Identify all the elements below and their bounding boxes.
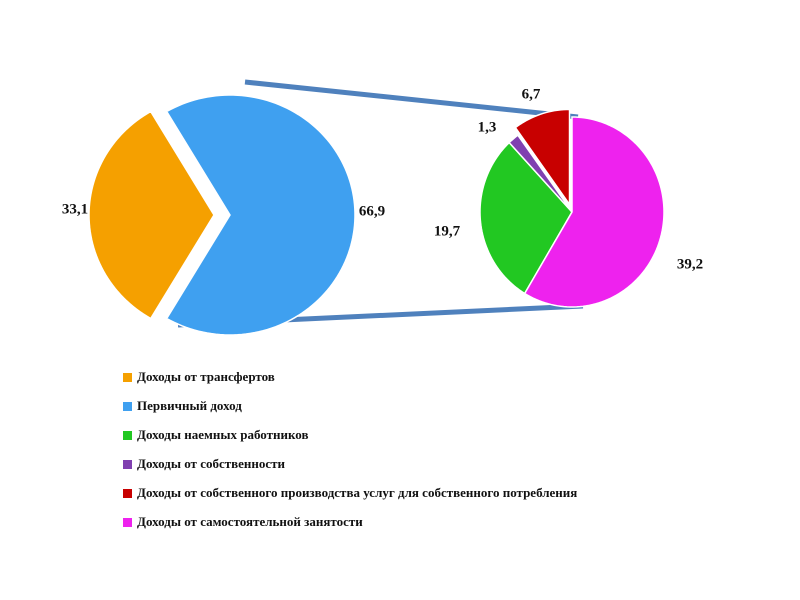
legend-marker — [123, 489, 132, 498]
pie-slice — [88, 110, 215, 320]
legend-marker — [123, 373, 132, 382]
pie-slice — [514, 108, 571, 207]
data-label: 33,1 — [62, 201, 88, 217]
data-label: 66,9 — [359, 203, 385, 219]
pie-slice — [165, 94, 356, 336]
data-label: 1,3 — [478, 119, 497, 135]
legend-label: Доходы от самостоятельной занятости — [137, 514, 363, 529]
data-label: 39,2 — [677, 256, 703, 272]
legend-marker — [123, 518, 132, 527]
pie-slice — [479, 141, 573, 295]
data-label: 19,7 — [434, 223, 461, 239]
legend-label: Доходы от трансфертов — [137, 369, 275, 384]
legend-label: Доходы от собственности — [137, 456, 286, 471]
legend-marker — [123, 402, 132, 411]
pie-slice — [523, 116, 665, 308]
legend-marker — [123, 431, 132, 440]
data-label: 6,7 — [522, 86, 541, 102]
pie-slice — [508, 134, 573, 213]
legend-label: Первичный доход — [137, 398, 242, 413]
legend-marker — [123, 460, 132, 469]
legend-label: Доходы от собственного производства услу… — [137, 485, 577, 500]
legend-label: Доходы наемных работников — [137, 427, 309, 442]
connector-line — [244, 79, 579, 120]
